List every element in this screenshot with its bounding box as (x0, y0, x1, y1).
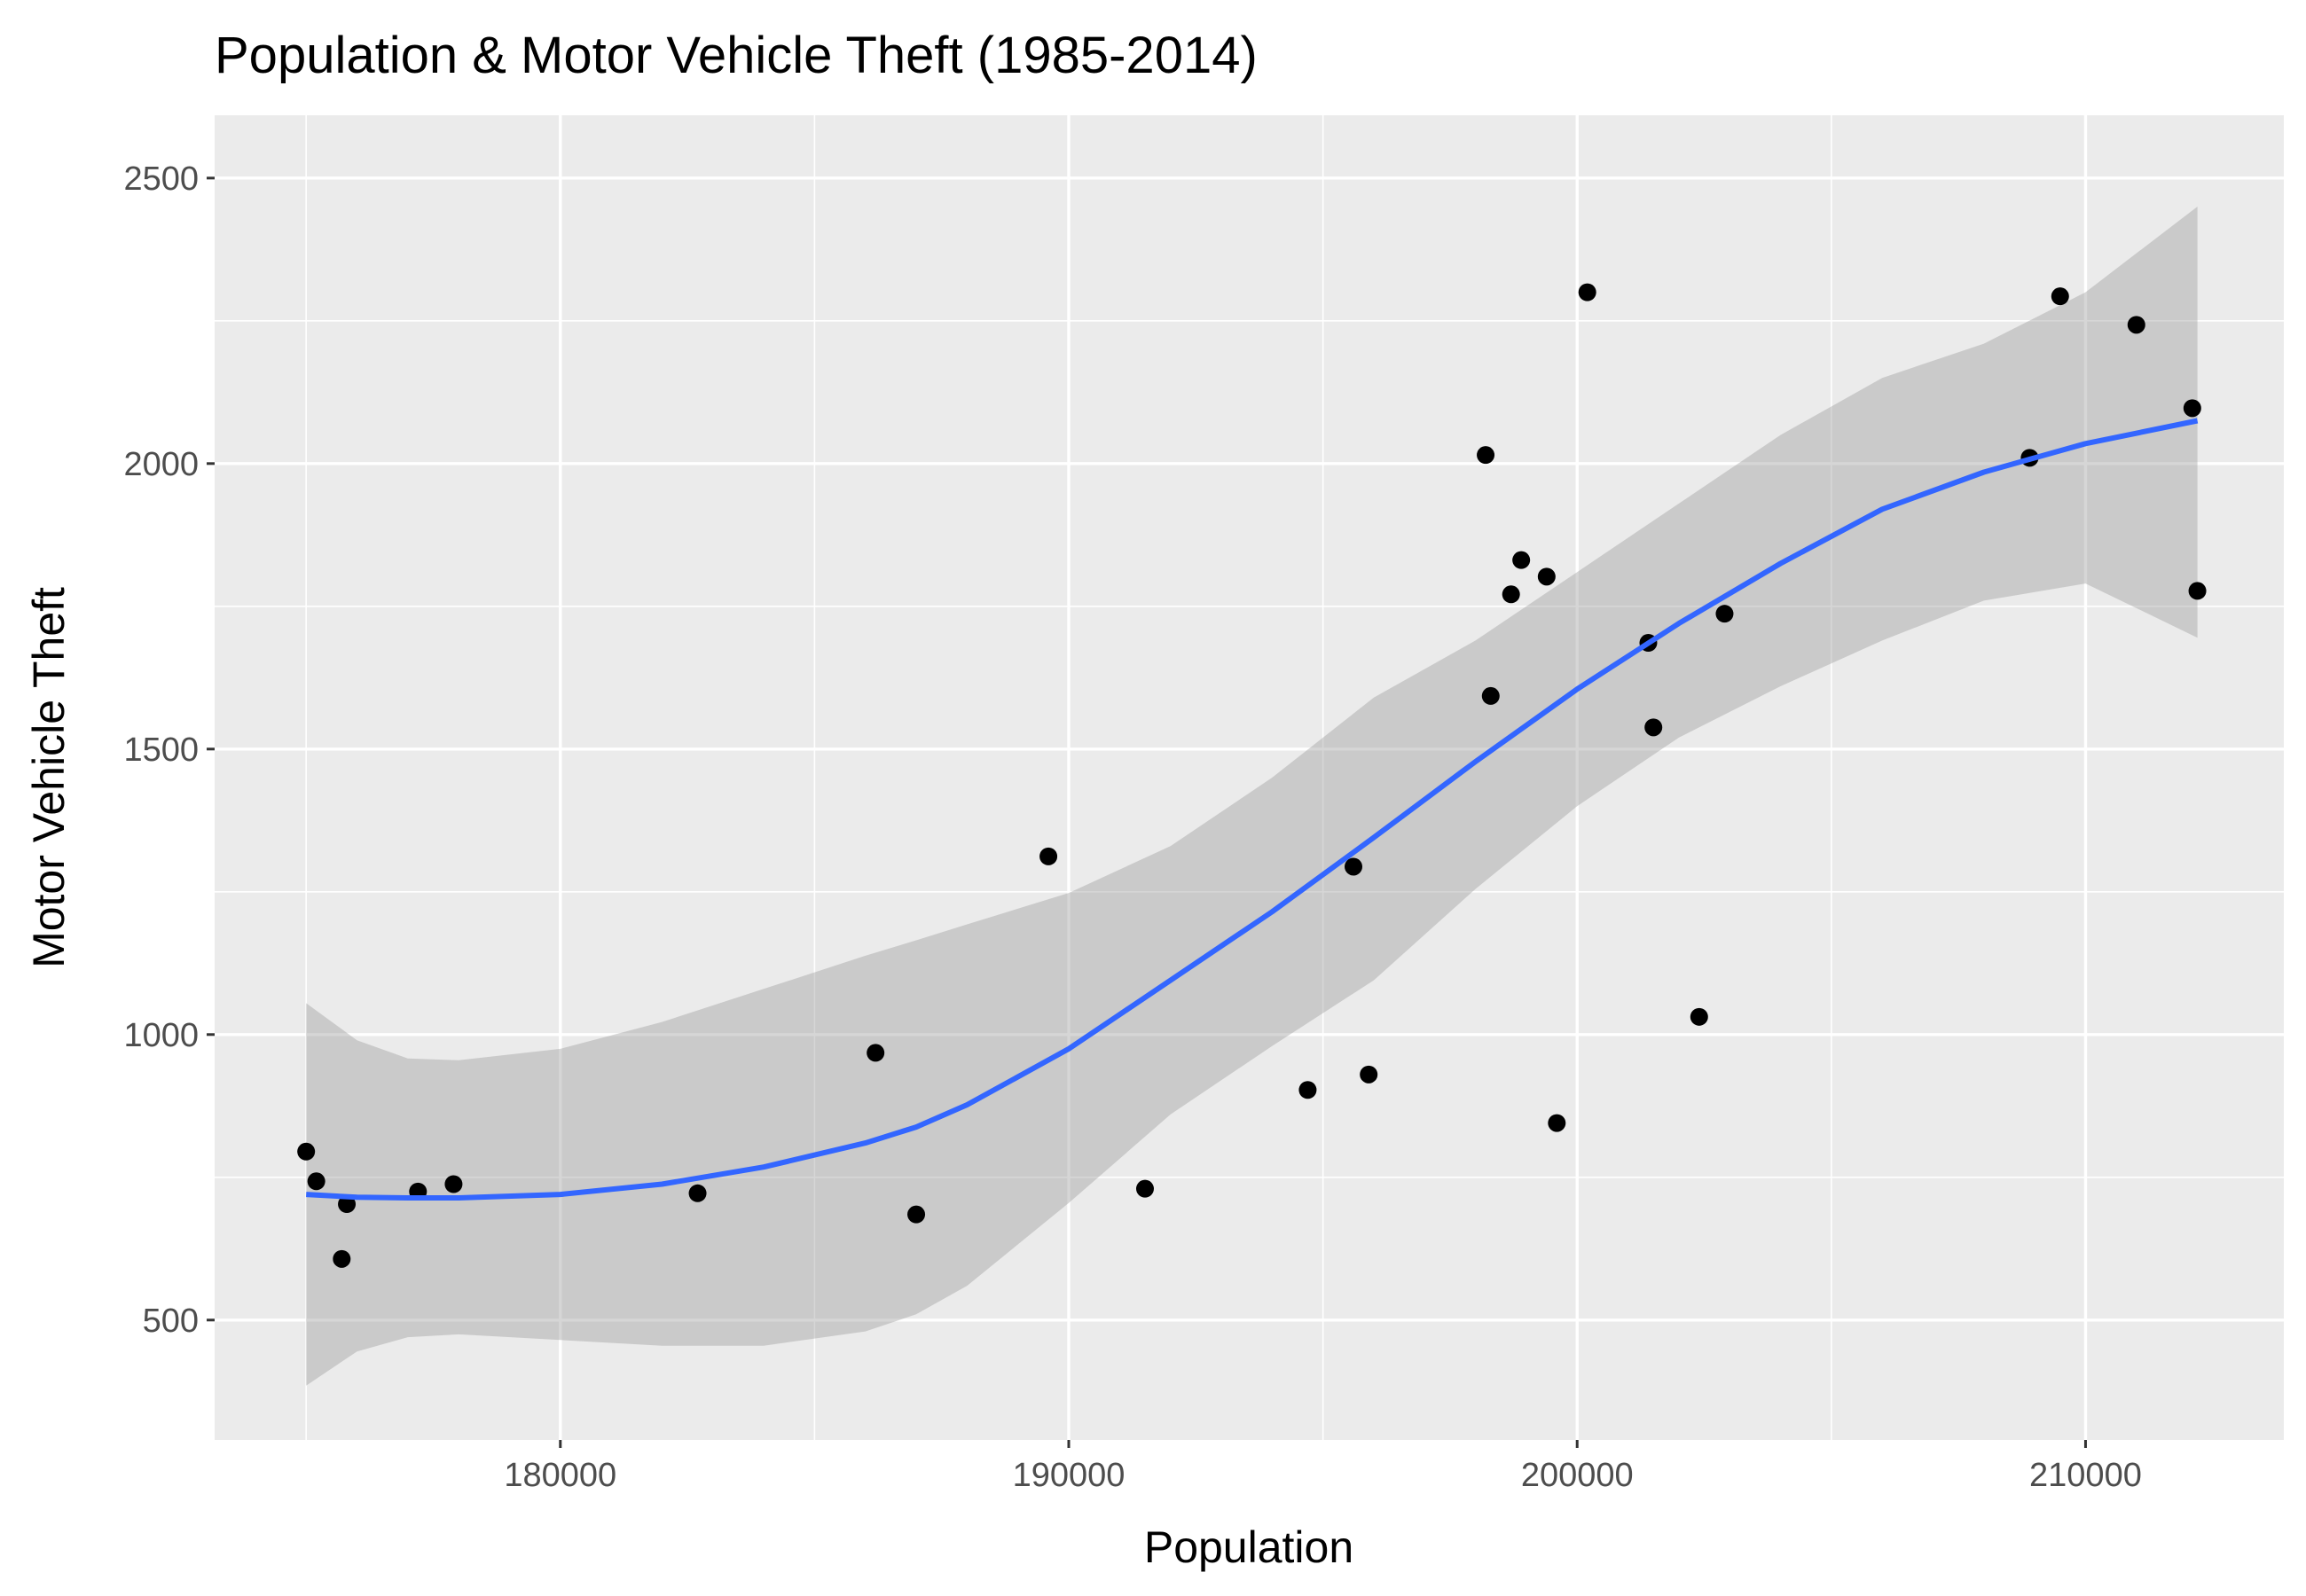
data-point (1715, 605, 1734, 623)
confidence-band (306, 207, 2198, 1386)
data-point (688, 1184, 707, 1202)
data-point (1135, 1179, 1154, 1198)
x-tick-label: 180000 (504, 1457, 616, 1494)
data-point (1360, 1065, 1378, 1084)
x-axis-title: Population (1144, 1522, 1353, 1572)
data-point (2183, 399, 2201, 418)
data-point (1481, 686, 1500, 705)
data-point (333, 1249, 351, 1268)
x-tick-label: 190000 (1013, 1457, 1126, 1494)
data-point (338, 1195, 357, 1214)
x-tick-label: 200000 (1521, 1457, 1634, 1494)
data-point (1578, 283, 1596, 301)
data-point (1537, 567, 1556, 586)
major-gridlines (215, 115, 2284, 1440)
data-points (297, 283, 2207, 1268)
x-axis-ticks: 180000 190000 200000 210000 (504, 1440, 2142, 1494)
data-point (1477, 446, 1495, 465)
y-axis-title: Motor Vehicle Theft (24, 587, 74, 968)
data-point (307, 1172, 326, 1191)
data-point (1644, 718, 1663, 737)
data-point (444, 1175, 463, 1193)
y-tick-label: 2500 (123, 160, 199, 198)
y-tick-label: 500 (143, 1303, 199, 1340)
data-point (1512, 551, 1531, 569)
y-tick-label: 1000 (123, 1017, 199, 1054)
data-point (2051, 287, 2069, 306)
data-point (1345, 857, 1363, 876)
y-tick-label: 2000 (123, 446, 199, 483)
y-axis-ticks: 500 1000 1500 2000 2500 (123, 160, 215, 1340)
data-point (1502, 585, 1520, 604)
smooth-line (306, 418, 2199, 1201)
data-point (297, 1142, 316, 1161)
data-point (1690, 1007, 1708, 1026)
data-point (867, 1044, 885, 1062)
data-point (1548, 1114, 1566, 1132)
data-point (1298, 1081, 1317, 1099)
y-tick-label: 1500 (123, 732, 199, 769)
x-tick-label: 210000 (2029, 1457, 2142, 1494)
data-point (1039, 847, 1058, 865)
data-point (2188, 582, 2207, 600)
data-point (2127, 316, 2145, 334)
data-point (907, 1205, 926, 1224)
chart-title: Population & Motor Vehicle Theft (1985-2… (215, 27, 1258, 84)
